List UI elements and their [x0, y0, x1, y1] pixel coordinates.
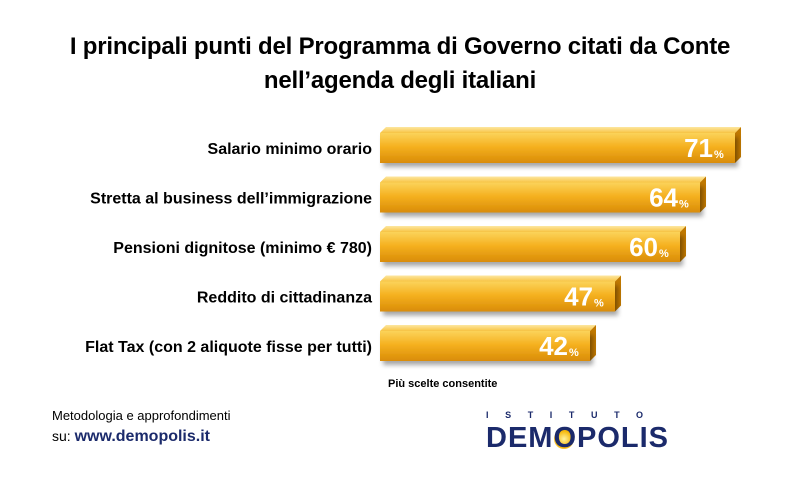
bar-side-face	[615, 275, 621, 312]
value-label: 71	[684, 133, 713, 163]
category-label: Reddito di cittadinanza	[197, 290, 372, 307]
bar	[380, 281, 615, 312]
demopolis-logo: ISTITUTO DEMOPOLIS	[486, 410, 716, 455]
bar-top-face	[380, 226, 686, 232]
bar-group: Salario minimo orario 71%	[208, 127, 741, 163]
category-label: Salario minimo orario	[208, 141, 373, 158]
bar-top-face	[380, 275, 621, 282]
methodology-text: Metodologia e approfondimenti	[52, 408, 231, 423]
percent-sign: %	[594, 298, 604, 310]
bar-top-face	[380, 176, 706, 183]
value-label: 47	[564, 282, 593, 312]
site-link[interactable]: www.demopolis.it	[74, 428, 210, 445]
bar-side-face	[590, 325, 596, 361]
site-line: su: www.demopolis.it	[52, 428, 210, 446]
title-line-2: nell’agenda degli italiani	[263, 67, 537, 94]
bar-side-face	[680, 226, 686, 262]
chart-title: I principali punti del Programma di Gove…	[0, 30, 800, 98]
value-label: 42	[539, 331, 568, 361]
bar-group: Pensioni dignitose (minimo € 780) 60%	[113, 226, 686, 262]
bar	[380, 133, 735, 163]
logo-main-text: DEMOPOLIS	[486, 422, 716, 455]
title-line-1: I principali punti del Programma di Gove…	[69, 33, 731, 60]
logo-sun-o: O	[553, 422, 578, 454]
bar	[380, 331, 590, 361]
bar	[380, 232, 680, 262]
category-label: Pensioni dignitose (minimo € 780)	[113, 240, 372, 257]
category-label: Flat Tax (con 2 aliquote fisse per tutti…	[85, 339, 372, 356]
bar-side-face	[735, 127, 741, 163]
bar-group: Flat Tax (con 2 aliquote fisse per tutti…	[85, 325, 596, 361]
logo-main-post: POLIS	[577, 422, 670, 454]
logo-main-pre: DEM	[486, 422, 554, 454]
site-prefix: su:	[52, 428, 71, 444]
multiple-choice-note: Più scelte consentite	[388, 378, 498, 390]
value-label: 64	[649, 183, 678, 213]
category-label: Stretta al business dell’immigrazione	[90, 191, 372, 208]
percent-sign: %	[659, 248, 669, 260]
logo-top-text: ISTITUTO	[486, 410, 660, 420]
bar-top-face	[380, 325, 596, 331]
bar-group: Reddito di cittadinanza 47%	[197, 275, 621, 312]
bar	[380, 182, 700, 213]
percent-sign: %	[569, 347, 579, 359]
percent-sign: %	[679, 199, 689, 211]
bar-side-face	[700, 176, 706, 213]
percent-sign: %	[714, 149, 724, 161]
bar-top-face	[380, 127, 741, 133]
value-label: 60	[629, 232, 658, 262]
bar-group: Stretta al business dell’immigrazione 64%	[90, 176, 706, 213]
